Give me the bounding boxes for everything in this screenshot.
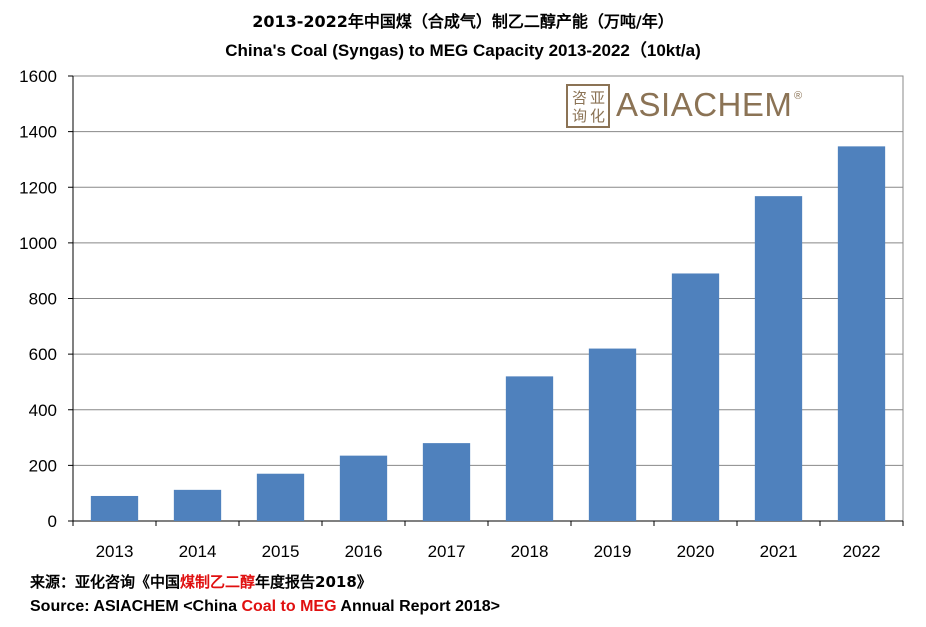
logo-wordmark: ASIACHEM (616, 86, 793, 123)
bar-2016 (339, 455, 388, 521)
source-en-prefix: Source: ASIACHEM <China (30, 598, 242, 615)
source-en-highlight: Coal to MEG (241, 598, 337, 615)
bar-2018 (505, 376, 554, 521)
y-tick-label: 800 (29, 290, 57, 309)
source-en-suffix: Annual Report 2018> (336, 598, 500, 615)
bar-2021 (754, 196, 803, 521)
x-tick-label: 2021 (760, 542, 798, 561)
source-cn-prefix: 来源：亚化咨询《中国 (30, 573, 181, 591)
seal-char: 询 (572, 107, 588, 125)
x-tick-label: 2022 (843, 542, 881, 561)
y-tick-label: 1000 (19, 234, 57, 253)
source-cn-highlight: 煤制乙二醇 (180, 573, 256, 591)
x-tick-label: 2018 (511, 542, 549, 561)
y-tick-label: 1600 (19, 67, 57, 86)
x-tick-label: 2017 (428, 542, 466, 561)
y-tick-label: 1200 (19, 178, 57, 197)
chart-title: 2013-2022年中国煤（合成气）制乙二醇产能（万吨/年） (252, 12, 674, 31)
logo-seal-icon: 咨 亚 询 化 (566, 84, 610, 128)
x-tick-label: 2014 (179, 542, 217, 561)
bar-2020 (671, 273, 720, 521)
seal-char: 亚 (590, 89, 606, 107)
bar-2017 (422, 443, 471, 521)
y-tick-label: 600 (29, 345, 57, 364)
y-tick-label: 400 (29, 401, 57, 420)
seal-char: 咨 (572, 89, 588, 107)
x-tick-label: 2015 (262, 542, 300, 561)
x-tick-label: 2013 (96, 542, 134, 561)
x-tick-label: 2020 (677, 542, 715, 561)
seal-char: 化 (590, 107, 606, 125)
bar-2015 (256, 473, 305, 521)
x-tick-label: 2016 (345, 542, 383, 561)
bar-2013 (90, 495, 139, 521)
chart-subtitle: China's Coal (Syngas) to MEG Capacity 20… (225, 41, 701, 60)
source-cn-suffix: 年度报告2018》 (255, 573, 372, 591)
bar-2014 (173, 489, 222, 521)
source-note-cn: 来源：亚化咨询《中国煤制乙二醇年度报告2018》 (30, 571, 372, 592)
registered-mark: ® (794, 90, 803, 102)
bar-2019 (588, 348, 637, 521)
x-tick-label: 2019 (594, 542, 632, 561)
y-tick-label: 0 (48, 512, 57, 531)
source-note-en: Source: ASIACHEM <China Coal to MEG Annu… (30, 598, 500, 616)
y-tick-label: 1400 (19, 123, 57, 142)
bar-2022 (837, 146, 886, 521)
y-tick-label: 200 (29, 456, 57, 475)
